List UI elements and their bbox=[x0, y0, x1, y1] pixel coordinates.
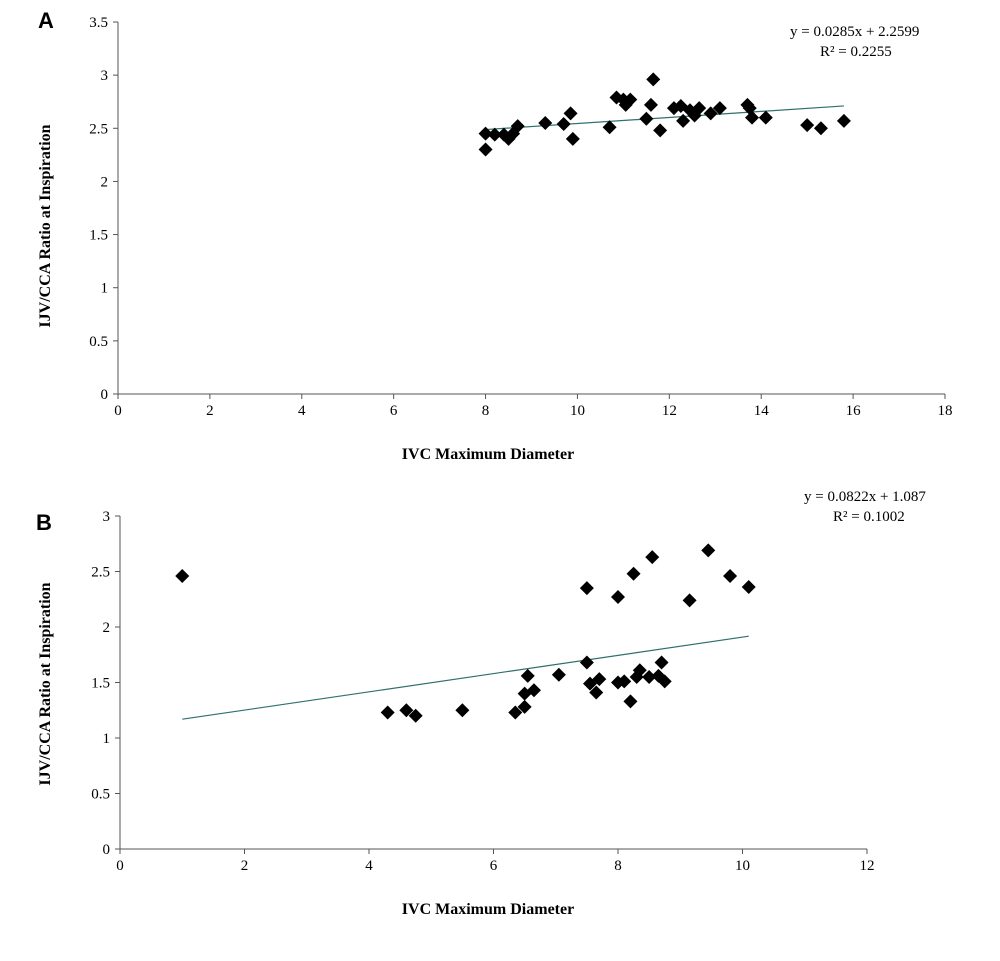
data-point-marker bbox=[836, 113, 851, 128]
x-tick-label: 14 bbox=[754, 403, 770, 419]
equation-a: y = 0.0285x + 2.2599 bbox=[790, 24, 919, 40]
data-point-marker bbox=[478, 126, 493, 141]
data-point-marker bbox=[723, 568, 738, 583]
x-tick-label: 12 bbox=[860, 858, 875, 874]
x-tick-label: 0 bbox=[114, 403, 122, 419]
data-point-marker bbox=[643, 97, 658, 112]
y-tick-label: 3 bbox=[103, 509, 111, 525]
panel-label-b: B bbox=[36, 510, 52, 535]
data-point-marker bbox=[455, 703, 470, 718]
data-point-marker bbox=[526, 683, 541, 698]
data-point-marker bbox=[639, 111, 654, 126]
data-point-marker bbox=[800, 118, 815, 133]
data-point-marker bbox=[556, 117, 571, 132]
data-point-marker bbox=[645, 550, 660, 565]
x-tick-label: 4 bbox=[298, 403, 306, 419]
y-axis-title-b: IJV/CCA Ratio at Inspiration bbox=[37, 582, 54, 785]
data-point-marker bbox=[517, 699, 532, 714]
data-point-marker bbox=[487, 127, 502, 142]
data-point-marker bbox=[758, 110, 773, 125]
data-point-marker bbox=[520, 668, 535, 683]
data-point-marker bbox=[611, 590, 625, 605]
data-point-marker bbox=[623, 92, 638, 107]
x-axis-title-b: IVC Maximum Diameter bbox=[402, 901, 574, 918]
y-tick-label: 2 bbox=[103, 620, 111, 636]
data-point-marker bbox=[642, 669, 657, 684]
data-point-marker bbox=[508, 705, 523, 720]
data-point-marker bbox=[592, 672, 607, 687]
y-tick-label: 0 bbox=[103, 842, 111, 858]
trendline-b bbox=[182, 635, 749, 720]
data-point-marker bbox=[510, 119, 525, 134]
data-point-marker bbox=[682, 593, 697, 608]
data-point-marker bbox=[712, 101, 727, 116]
data-point-marker bbox=[175, 568, 190, 583]
x-tick-label: 12 bbox=[662, 403, 677, 419]
y-tick-label: 0.5 bbox=[89, 334, 108, 350]
data-point-marker bbox=[692, 101, 707, 116]
x-axis-title-a: IVC Maximum Diameter bbox=[402, 446, 574, 463]
data-point-marker bbox=[579, 655, 594, 670]
x-tick-label: 8 bbox=[614, 858, 622, 874]
data-point-marker bbox=[399, 703, 414, 718]
x-tick-label: 6 bbox=[390, 403, 398, 419]
y-tick-label: 3.5 bbox=[89, 15, 108, 31]
y-tick-label: 1.5 bbox=[91, 676, 110, 692]
data-point-marker bbox=[563, 106, 578, 121]
data-point-marker bbox=[579, 581, 594, 596]
data-point-marker bbox=[617, 674, 632, 689]
x-tick-label: 6 bbox=[490, 858, 498, 874]
data-point-marker bbox=[745, 110, 760, 125]
data-point-marker bbox=[565, 131, 580, 146]
plot-area-b: 0 0.5 1 1.5 2 2.5 3 0 2 4 6 8 10 12 bbox=[91, 509, 874, 874]
x-tick-label: 2 bbox=[241, 858, 249, 874]
x-tick-label: 10 bbox=[735, 858, 750, 874]
data-point-marker bbox=[813, 121, 828, 136]
y-tick-label: 2.5 bbox=[89, 121, 108, 137]
panel-label-a: A bbox=[38, 8, 54, 33]
data-point-marker bbox=[657, 674, 672, 689]
equation-b: y = 0.0822x + 1.087 bbox=[804, 489, 926, 505]
data-point-marker bbox=[632, 663, 647, 678]
data-point-marker bbox=[646, 72, 661, 87]
x-tick-label: 18 bbox=[938, 403, 953, 419]
y-tick-label: 0.5 bbox=[91, 787, 110, 803]
x-tick-label: 10 bbox=[570, 403, 585, 419]
data-point-marker bbox=[478, 142, 493, 157]
data-point-marker bbox=[408, 708, 423, 723]
data-point-marker bbox=[538, 115, 553, 130]
trendline-a bbox=[485, 105, 844, 131]
y-tick-label: 2.5 bbox=[91, 565, 110, 581]
data-point-marker bbox=[676, 113, 691, 128]
data-point-marker bbox=[701, 543, 716, 558]
data-point-marker bbox=[741, 580, 756, 595]
y-tick-label: 0 bbox=[101, 387, 109, 403]
data-point-marker bbox=[623, 694, 638, 709]
x-tick-label: 0 bbox=[116, 858, 124, 874]
y-tick-label: 2 bbox=[101, 174, 109, 190]
y-axis-title-a: IJV/CCA Ratio at Inspiration bbox=[37, 124, 54, 327]
plot-area-a: 0 0.5 1 1.5 2 2.5 3 3.5 0 2 4 6 8 10 12 14 16 18 bbox=[89, 15, 952, 419]
x-tick-label: 4 bbox=[365, 858, 373, 874]
data-point-marker bbox=[380, 705, 395, 720]
r-squared-b: R² = 0.1002 bbox=[833, 509, 905, 525]
data-point-marker bbox=[551, 667, 566, 682]
data-point-marker bbox=[626, 566, 641, 581]
x-tick-label: 16 bbox=[846, 403, 862, 419]
y-tick-label: 1 bbox=[101, 281, 109, 297]
r-squared-a: R² = 0.2255 bbox=[820, 44, 892, 60]
data-point-marker bbox=[653, 123, 668, 138]
y-tick-label: 3 bbox=[101, 68, 109, 84]
x-tick-label: 2 bbox=[206, 403, 214, 419]
data-point-marker bbox=[589, 685, 604, 700]
data-point-marker bbox=[742, 101, 757, 116]
data-point-marker bbox=[602, 120, 617, 135]
y-tick-label: 1 bbox=[103, 731, 111, 747]
data-point-marker bbox=[703, 106, 718, 121]
y-tick-label: 1.5 bbox=[89, 228, 108, 244]
x-tick-label: 8 bbox=[482, 403, 490, 419]
data-point-marker bbox=[654, 655, 669, 670]
